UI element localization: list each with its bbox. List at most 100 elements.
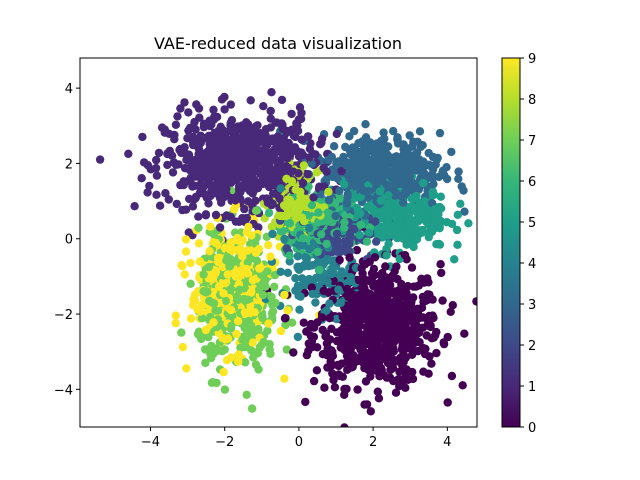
scatter-point-5 bbox=[405, 214, 415, 224]
scatter-point-8 bbox=[287, 177, 297, 186]
scatter-point-1 bbox=[202, 148, 212, 157]
scatter-point-1 bbox=[184, 228, 193, 237]
scatter-point-3 bbox=[416, 142, 425, 152]
scatter-point-9 bbox=[181, 235, 191, 244]
scatter-point-7 bbox=[235, 285, 244, 294]
scatter-point-5 bbox=[353, 205, 362, 214]
scatter-point-4 bbox=[283, 268, 293, 277]
scatter-point-0 bbox=[436, 260, 445, 269]
scatter-point-5 bbox=[431, 204, 440, 214]
scatter-point-1 bbox=[273, 146, 282, 155]
scatter-point-0 bbox=[319, 286, 328, 296]
scatter-point-5 bbox=[452, 225, 462, 235]
scatter-point-9 bbox=[182, 364, 191, 373]
scatter-point-4 bbox=[293, 332, 303, 342]
scatter-point-1 bbox=[124, 149, 133, 158]
scatter-point-6 bbox=[362, 237, 372, 246]
scatter-point-3 bbox=[391, 165, 401, 174]
scatter-point-0 bbox=[366, 314, 375, 324]
scatter-point-3 bbox=[361, 133, 371, 142]
scatter-point-1 bbox=[252, 139, 262, 149]
scatter-point-5 bbox=[382, 251, 391, 260]
scatter-point-3 bbox=[378, 176, 387, 186]
scatter-point-5 bbox=[388, 222, 398, 232]
scatter-point-7 bbox=[243, 295, 252, 304]
scatter-point-3 bbox=[342, 198, 352, 208]
scatter-point-5 bbox=[375, 187, 385, 196]
scatter-point-4 bbox=[322, 306, 331, 315]
scatter-point-1 bbox=[258, 148, 267, 158]
scatter-point-0 bbox=[340, 390, 349, 399]
scatter-point-0 bbox=[337, 334, 347, 343]
scatter-point-1 bbox=[254, 155, 263, 164]
scatter-point-0 bbox=[313, 343, 322, 352]
scatter-point-7 bbox=[209, 299, 219, 308]
scatter-point-0 bbox=[399, 282, 409, 291]
scatter-point-1 bbox=[204, 199, 213, 208]
scatter-point-1 bbox=[180, 143, 189, 152]
scatter-point-0 bbox=[472, 297, 477, 306]
scatter-point-1 bbox=[220, 105, 229, 114]
x-tick-label: 2 bbox=[369, 435, 377, 450]
scatter-point-5 bbox=[376, 196, 385, 205]
scatter-point-9 bbox=[194, 239, 204, 248]
scatter-point-1 bbox=[171, 120, 181, 129]
scatter-point-9 bbox=[180, 270, 189, 279]
scatter-point-1 bbox=[322, 167, 331, 176]
scatter-point-7 bbox=[259, 337, 268, 347]
colorbar-tick-label: 4 bbox=[528, 257, 536, 272]
scatter-point-9 bbox=[223, 334, 233, 343]
scatter-point-0 bbox=[400, 334, 409, 344]
y-tick-label: 2 bbox=[65, 157, 73, 172]
scatter-point-0 bbox=[375, 372, 384, 381]
scatter-point-0 bbox=[358, 290, 368, 299]
scatter-point-1 bbox=[152, 171, 162, 180]
scatter-point-9 bbox=[171, 311, 180, 320]
colorbar bbox=[502, 58, 520, 427]
scatter-point-5 bbox=[408, 202, 417, 212]
scatter-point-0 bbox=[381, 334, 391, 343]
scatter-point-9 bbox=[280, 374, 289, 383]
scatter-point-9 bbox=[206, 222, 215, 231]
scatter-point-6 bbox=[356, 220, 366, 229]
scatter-point-5 bbox=[431, 216, 440, 226]
scatter-point-5 bbox=[456, 199, 465, 208]
scatter-point-1 bbox=[171, 160, 181, 169]
scatter-point-1 bbox=[152, 155, 161, 165]
scatter-point-7 bbox=[287, 318, 297, 327]
scatter-point-1 bbox=[184, 108, 193, 117]
scatter-point-1 bbox=[213, 139, 222, 148]
scatter-point-1 bbox=[198, 162, 207, 171]
scatter-point-6 bbox=[285, 219, 295, 228]
scatter-point-3 bbox=[350, 172, 359, 182]
scatter-point-3 bbox=[369, 146, 379, 156]
scatter-point-0 bbox=[422, 331, 431, 340]
scatter-point-3 bbox=[406, 177, 415, 187]
colorbar-tick-label: 6 bbox=[528, 175, 536, 190]
scatter-point-3 bbox=[346, 165, 355, 175]
scatter-point-1 bbox=[187, 158, 197, 167]
scatter-point-3 bbox=[393, 134, 402, 144]
scatter-point-0 bbox=[424, 369, 433, 378]
scatter-point-5 bbox=[370, 207, 379, 217]
scatter-point-1 bbox=[188, 202, 198, 211]
scatter-point-9 bbox=[233, 245, 242, 255]
scatter-point-4 bbox=[300, 260, 309, 270]
scatter-point-5 bbox=[365, 228, 374, 237]
scatter-point-1 bbox=[230, 147, 239, 156]
scatter-point-0 bbox=[350, 353, 359, 362]
scatter-point-5 bbox=[421, 212, 431, 222]
scatter-point-1 bbox=[225, 175, 234, 185]
scatter-point-8 bbox=[282, 212, 291, 221]
scatter-point-1 bbox=[226, 165, 236, 174]
scatter-point-7 bbox=[243, 325, 252, 335]
scatter-point-0 bbox=[361, 334, 370, 343]
scatter-point-1 bbox=[337, 166, 346, 176]
scatter-point-1 bbox=[209, 105, 218, 115]
scatter-point-7 bbox=[186, 279, 195, 288]
scatter-point-9 bbox=[248, 338, 257, 347]
scatter-point-8 bbox=[267, 222, 276, 232]
scatter-point-0 bbox=[342, 284, 352, 294]
scatter-point-1 bbox=[264, 155, 273, 164]
scatter-point-1 bbox=[189, 138, 198, 147]
